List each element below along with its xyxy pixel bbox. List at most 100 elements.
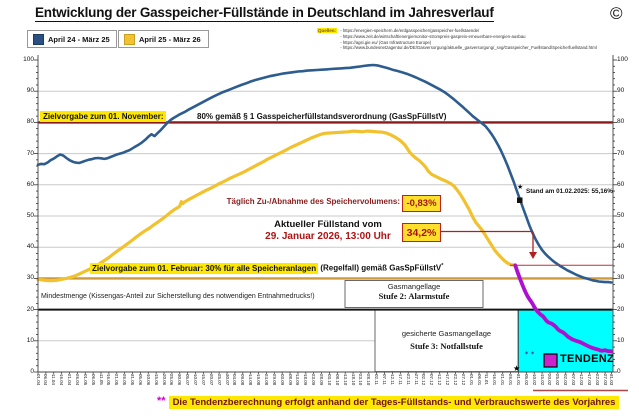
x-axis-label: 15.07 bbox=[200, 374, 206, 386]
x-axis-label: 21.01 bbox=[500, 374, 506, 386]
footnote-asterisk: * bbox=[441, 263, 444, 269]
stufe2-subtitle: Stufe 2: Alarmstufe bbox=[378, 291, 450, 301]
reference-lines bbox=[38, 121, 613, 311]
stufe3-subtitle: Stufe 3: Notfallstufe bbox=[410, 341, 483, 351]
y-axis-label-left: 0 bbox=[30, 368, 34, 375]
x-axis-label: 20.06 bbox=[161, 374, 167, 386]
x-axis-label: 17.12 bbox=[445, 374, 451, 386]
x-axis-label: 31.03 bbox=[608, 374, 614, 386]
x-axis-label: 16.01 bbox=[492, 374, 498, 386]
minimum-amount-label: Mindestmenge (Kissengas-Anteil zur Siche… bbox=[41, 293, 315, 300]
y-axis-label-left: 90 bbox=[26, 87, 34, 95]
x-axis-label: 02.12 bbox=[421, 374, 427, 386]
source-item: - https://www.bundesnetzagentur.de/DE/Ga… bbox=[340, 45, 597, 51]
current-fill-date: 29. Januar 2026, 13:00 Uhr bbox=[265, 231, 391, 242]
x-axis-label: 02.03 bbox=[563, 374, 569, 386]
x-axis-label: 25.07 bbox=[216, 374, 222, 386]
x-axis-label: 21.04 bbox=[67, 374, 72, 386]
x-axis-label: 07.03 bbox=[571, 374, 577, 386]
x-axis-label: 28.10 bbox=[366, 374, 372, 386]
sources-block: Quellen: - https://energien-speichern.de… bbox=[317, 28, 627, 51]
data-series-curves bbox=[36, 63, 614, 354]
x-axis-label: 09.08 bbox=[240, 374, 246, 386]
x-axis-label: 02.11 bbox=[374, 374, 380, 385]
x-axis-label: 28.09 bbox=[319, 374, 325, 386]
stufe2-title: Gasmangellage bbox=[387, 282, 441, 291]
page-title: Entwicklung der Gasspeicher-Füllstände i… bbox=[35, 5, 494, 22]
previous-year-annotation: Stand am 01.02.2025: 55,16% bbox=[526, 188, 613, 195]
series-April 24 - März 25 bbox=[36, 63, 613, 284]
series-April 25 - März 26 bbox=[36, 129, 517, 283]
source-item: - https://www.zeit.de/wirtschaft/energie… bbox=[340, 33, 526, 39]
x-axis-label: 30.06 bbox=[177, 374, 183, 386]
previous-year-marker bbox=[517, 197, 523, 203]
forecast-start-star-icon: ★ bbox=[513, 364, 521, 373]
x-axis-label: 06.04 bbox=[43, 374, 49, 386]
y-axis-label-left: 40 bbox=[26, 243, 34, 251]
x-axis-label: 11.04 bbox=[51, 374, 57, 385]
target-november-label: Zielvorgabe zum 01. November: bbox=[40, 111, 167, 122]
series-TENDENZ bbox=[513, 263, 614, 354]
x-axis-label: 08.09 bbox=[287, 374, 293, 386]
x-axis-label: 03.10 bbox=[326, 374, 332, 386]
x-axis-label: 13.09 bbox=[295, 374, 301, 386]
y-axis-label-left: 30 bbox=[26, 274, 34, 282]
x-axis-label: 01.05 bbox=[82, 374, 88, 386]
x-axis-label: 20.02 bbox=[547, 374, 553, 386]
x-axis-label: 03.09 bbox=[279, 374, 285, 386]
x-axis-label: 31.01 bbox=[515, 374, 521, 386]
y-axis-label-left: 10 bbox=[26, 336, 34, 344]
current-fill-heading: Aktueller Füllstand vom bbox=[274, 219, 382, 230]
copyright-icon: © bbox=[610, 4, 623, 23]
daily-change-value: -0,83% bbox=[402, 195, 441, 212]
y-axis-label-right: 80 bbox=[617, 118, 625, 126]
y-axis-label-right: 100 bbox=[617, 56, 628, 63]
x-axis-label: 30.07 bbox=[224, 374, 230, 386]
x-axis-label: 05.07 bbox=[185, 374, 191, 386]
x-axis-label: 27.11 bbox=[413, 374, 419, 385]
x-axis-label: 18.09 bbox=[303, 374, 309, 386]
legend-label: April 25 - März 26 bbox=[139, 34, 201, 44]
source-item: - https://agsi.gie.eu/ (Gas Infrastructu… bbox=[340, 39, 432, 45]
x-axis-label: 29.08 bbox=[271, 374, 277, 386]
y-axis-label-right: 0 bbox=[617, 368, 621, 375]
star-icon: ★ bbox=[517, 184, 524, 191]
x-axis-label: 18.10 bbox=[350, 374, 356, 386]
y-axis-label-right: 30 bbox=[617, 274, 625, 282]
x-axis-label: 16.04 bbox=[59, 374, 65, 386]
footnote-text: Die Tendenzberechnung erfolgt anhand der… bbox=[168, 396, 620, 409]
current-fill-value: 34,2% bbox=[402, 223, 441, 242]
tendenz-stars-icon: ✶✶ bbox=[524, 351, 537, 357]
x-axis-label: 11.05 bbox=[98, 374, 104, 385]
x-axis-label: 07.11 bbox=[382, 374, 388, 385]
y-axis-label-left: 100 bbox=[23, 56, 34, 63]
x-axis-label: 10.02 bbox=[531, 374, 537, 386]
x-axis-label: 26.04 bbox=[74, 374, 80, 386]
legend-series-1: April 24 - März 25 bbox=[27, 30, 117, 48]
x-axis-label: 25.06 bbox=[169, 374, 175, 386]
y-axis-label-left: 50 bbox=[26, 212, 34, 219]
current-value-connector bbox=[439, 230, 537, 259]
y-axis-label-right: 20 bbox=[617, 305, 625, 313]
stufe2-box bbox=[344, 280, 484, 308]
x-axis-label: 10.06 bbox=[145, 374, 151, 386]
x-axis-label: 26.01 bbox=[508, 374, 514, 386]
y-axis-label-right: 10 bbox=[617, 336, 625, 344]
legend-swatch-blue bbox=[33, 33, 44, 45]
y-axis-label-right: 90 bbox=[617, 87, 625, 95]
target-february-rest: (Regelfall) gemäß GasSpFüllstV bbox=[320, 263, 442, 273]
x-axis-label: 17.11 bbox=[397, 374, 403, 385]
x-axis-label: 06.01 bbox=[476, 374, 482, 386]
legend-label: April 24 - März 25 bbox=[48, 34, 110, 44]
target-february-label: Zielvorgabe zum 01. Februar: 30% für all… bbox=[90, 262, 444, 274]
x-axis-label: 23.10 bbox=[358, 374, 364, 386]
x-axis-label: 22.11 bbox=[405, 374, 411, 385]
legend-series-2: April 25 - März 26 bbox=[118, 30, 209, 48]
axes bbox=[34, 55, 617, 375]
arrow-down-icon bbox=[529, 252, 537, 259]
x-axis-label: 20.07 bbox=[208, 374, 214, 386]
x-axis-label: 07.12 bbox=[429, 374, 435, 386]
x-axis-label: 05.06 bbox=[137, 374, 143, 386]
y-axis-label-right: 70 bbox=[617, 149, 625, 157]
